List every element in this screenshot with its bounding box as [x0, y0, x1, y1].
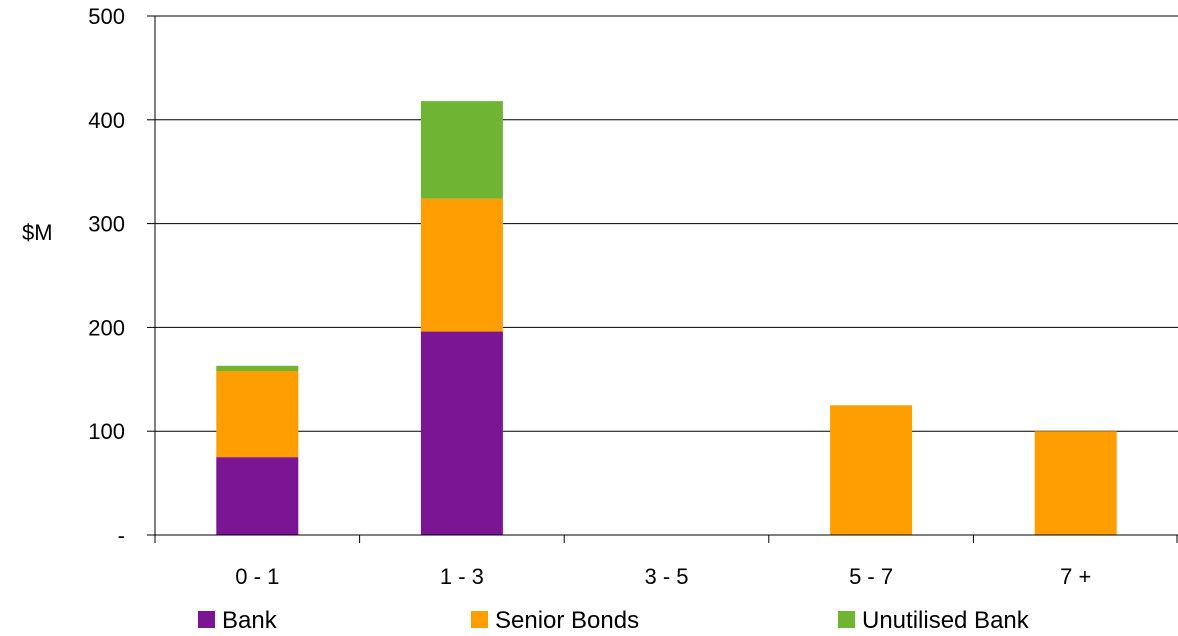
y-axis-title: $M — [22, 220, 53, 245]
legend: Bank Senior Bonds Unutilised Bank — [198, 607, 1030, 634]
bar-unutilised-bank-0 — [216, 366, 298, 371]
y-tick-label: 200 — [88, 315, 125, 340]
bars — [216, 101, 1116, 535]
bar-senior-bonds-0 — [216, 371, 298, 457]
legend-swatch — [471, 611, 488, 628]
bar-unutilised-bank-1 — [421, 101, 503, 199]
bar-bank-1 — [421, 332, 503, 535]
gridlines — [155, 16, 1178, 431]
legend-item-bank: Bank — [198, 607, 278, 634]
y-tick-label: 100 — [88, 419, 125, 444]
legend-label: Bank — [222, 607, 278, 634]
x-tick-label: 5 - 7 — [849, 564, 893, 589]
y-tick-label: - — [118, 523, 125, 548]
legend-label: Senior Bonds — [495, 607, 639, 634]
y-tick-labels: - 100 200 300 400 500 — [88, 4, 125, 548]
bar-senior-bonds-4 — [1035, 431, 1117, 535]
x-tick-label: 0 - 1 — [235, 564, 279, 589]
x-tick-label: 1 - 3 — [440, 564, 484, 589]
bar-bank-0 — [216, 457, 298, 535]
x-tick-label: 3 - 5 — [644, 564, 688, 589]
legend-swatch — [198, 611, 215, 628]
legend-label: Unutilised Bank — [862, 607, 1030, 634]
axes — [147, 16, 1178, 543]
y-tick-label: 400 — [88, 108, 125, 133]
x-tick-labels: 0 - 1 1 - 3 3 - 5 5 - 7 7 + — [235, 564, 1091, 589]
bar-senior-bonds-1 — [421, 199, 503, 332]
legend-item-senior-bonds: Senior Bonds — [471, 607, 639, 634]
legend-item-unutilised-bank: Unutilised Bank — [838, 607, 1030, 634]
y-tick-label: 500 — [88, 4, 125, 29]
bar-senior-bonds-3 — [830, 405, 912, 535]
x-tick-label: 7 + — [1060, 564, 1091, 589]
legend-swatch — [838, 611, 855, 628]
y-tick-label: 300 — [88, 212, 125, 237]
